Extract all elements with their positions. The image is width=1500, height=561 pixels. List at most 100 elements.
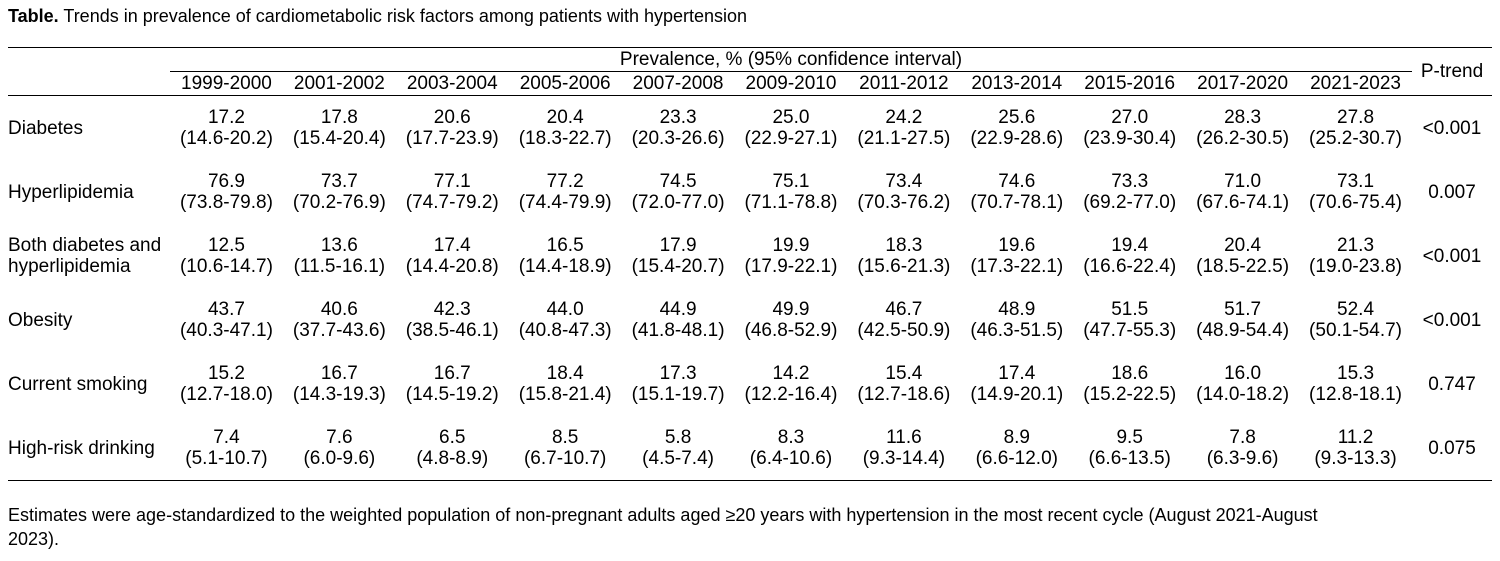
year-column-header: 2013-2014 [960,71,1074,96]
confidence-interval: (14.6-20.2) [179,128,273,149]
confidence-interval: (50.1-54.7) [1309,320,1402,341]
prevalence-value: 21.3 [1337,235,1375,256]
confidence-interval: (14.0-18.2) [1196,384,1290,405]
prevalence-cell: 73.7 (70.2-76.9) [283,160,396,224]
prevalence-cell: 46.7 (42.5-50.9) [847,288,960,352]
confidence-interval: (4.5-7.4) [642,448,714,469]
prevalence-cell: 71.0 (67.6-74.1) [1186,160,1299,224]
confidence-interval: (18.3-22.7) [518,128,612,149]
prevalence-value: 8.5 [551,427,579,448]
prevalence-cell: 15.2 (12.7-18.0) [170,352,283,416]
prevalence-cell: 20.4 (18.3-22.7) [509,96,622,161]
row-label: Diabetes [8,117,83,139]
confidence-interval: (21.1-27.5) [857,128,951,149]
prevalence-value: 46.7 [885,299,923,320]
table-row: Both diabetes and hyperlipidemia 12.5 (10.… [8,224,1492,288]
prevalence-value: 7.6 [326,427,353,448]
prevalence-cell: 15.3 (12.8-18.1) [1299,352,1412,416]
prevalence-cell: 20.6 (17.7-23.9) [396,96,509,161]
prevalence-cell: 15.4 (12.7-18.6) [847,352,960,416]
year-column-header: 2005-2006 [508,71,622,96]
row-label: High-risk drinking [8,416,170,481]
prevalence-value: 7.8 [1229,427,1256,448]
prevalence-value: 9.5 [1116,427,1143,448]
prevalence-value: 19.9 [772,235,810,256]
prevalence-cell: 14.2 (12.2-16.4) [735,352,848,416]
prevalence-value: 20.4 [1224,235,1262,256]
confidence-interval: (14.5-19.2) [405,384,499,405]
confidence-interval: (6.3-9.6) [1206,448,1279,469]
confidence-interval: (41.8-48.1) [631,320,725,341]
prevalence-value: 17.4 [433,235,471,256]
prevalence-value: 48.9 [998,299,1036,320]
prevalence-cell: 19.9 (17.9-22.1) [735,224,848,288]
confidence-interval: (22.9-28.6) [970,128,1064,149]
confidence-interval: (74.7-79.2) [405,192,499,213]
prevalence-cell: 13.6 (11.5-16.1) [283,224,396,288]
prevalence-cell: 18.3 (15.6-21.3) [847,224,960,288]
confidence-interval: (19.0-23.8) [1309,256,1402,277]
prevalence-cell: 17.3 (15.1-19.7) [622,352,735,416]
table-title: Table. Trends in prevalence of cardiomet… [8,5,1492,28]
prevalence-value: 76.9 [207,171,245,192]
prevalence-value: 15.3 [1337,363,1375,384]
prevalence-cell: 44.0 (40.8-47.3) [509,288,622,352]
table-title-text: Trends in prevalence of cardiometabolic … [58,6,748,26]
prevalence-value: 73.1 [1337,171,1375,192]
confidence-interval: (12.7-18.0) [179,384,273,405]
prevalence-value: 11.6 [886,427,922,448]
year-column-header: 2021-2023 [1299,71,1412,96]
p-trend-value: 0.007 [1428,181,1476,203]
spanning-header-row: Prevalence, % (95% confidence interval) … [8,47,1492,96]
confidence-interval: (14.4-20.8) [405,256,499,277]
p-trend-value: <0.001 [1422,309,1482,331]
row-label: Hyperlipidemia [8,181,134,203]
year-column-header: 2007-2008 [621,71,735,96]
prevalence-value: 73.4 [885,171,923,192]
prevalence-cell: 16.0 (14.0-18.2) [1186,352,1299,416]
confidence-interval: (48.9-54.4) [1196,320,1290,341]
prevalence-value: 17.4 [998,363,1036,384]
prevalence-value: 19.6 [998,235,1036,256]
prevalence-cell: 49.9 (46.8-52.9) [735,288,848,352]
table-row: Hyperlipidemia 76.9 (73.8-79.8) 73.7 (70.2-7… [8,160,1492,224]
prevalence-table: Prevalence, % (95% confidence interval) … [8,47,1492,481]
prevalence-cell: 77.1 (74.7-79.2) [396,160,509,224]
confidence-interval: (17.3-22.1) [970,256,1064,277]
confidence-interval: (12.2-16.4) [744,384,838,405]
row-label: Obesity [8,309,73,331]
prevalence-cell: 8.9 (6.6-12.0) [960,416,1074,481]
confidence-interval: (12.7-18.6) [857,384,951,405]
confidence-interval: (70.6-75.4) [1309,192,1402,213]
table-row: Obesity 43.7 (40.3-47.1) 40.6 (37.7-43.6) 42.… [8,288,1492,352]
header-corner-cell [8,71,170,96]
confidence-interval: (16.6-22.4) [1083,256,1177,277]
prevalence-cell: 8.5 (6.7-10.7) [508,416,622,481]
prevalence-value: 28.3 [1224,107,1262,128]
confidence-interval: (46.3-51.5) [970,320,1064,341]
prevalence-value: 18.6 [1111,363,1149,384]
prevalence-cell: 42.3 (38.5-46.1) [396,288,509,352]
prevalence-value: 44.0 [546,299,584,320]
header-corner-cell [8,48,170,72]
confidence-interval: (17.7-23.9) [405,128,499,149]
prevalence-cell: 17.9 (15.4-20.7) [622,224,735,288]
confidence-interval: (20.3-26.6) [631,128,725,149]
prevalence-cell: 8.3 (6.4-10.6) [734,416,848,481]
prevalence-cell: 74.6 (70.7-78.1) [960,160,1073,224]
prevalence-cell: 73.1 (70.6-75.4) [1299,160,1412,224]
prevalence-value: 52.4 [1337,299,1375,320]
confidence-interval: (72.0-77.0) [631,192,725,213]
confidence-interval: (18.5-22.5) [1196,256,1290,277]
prevalence-value: 16.5 [546,235,584,256]
confidence-interval: (9.3-13.3) [1314,448,1397,469]
prevalence-value: 73.3 [1111,171,1149,192]
prevalence-value: 16.0 [1224,363,1262,384]
year-column-header: 2009-2010 [734,71,848,96]
prevalence-value: 51.7 [1224,299,1262,320]
spanning-header: Prevalence, % (95% confidence interval) [170,47,1412,72]
prevalence-value: 16.7 [320,363,358,384]
prevalence-value: 24.2 [885,107,923,128]
p-trend-value: 0.747 [1428,373,1476,395]
prevalence-value: 75.1 [772,171,810,192]
